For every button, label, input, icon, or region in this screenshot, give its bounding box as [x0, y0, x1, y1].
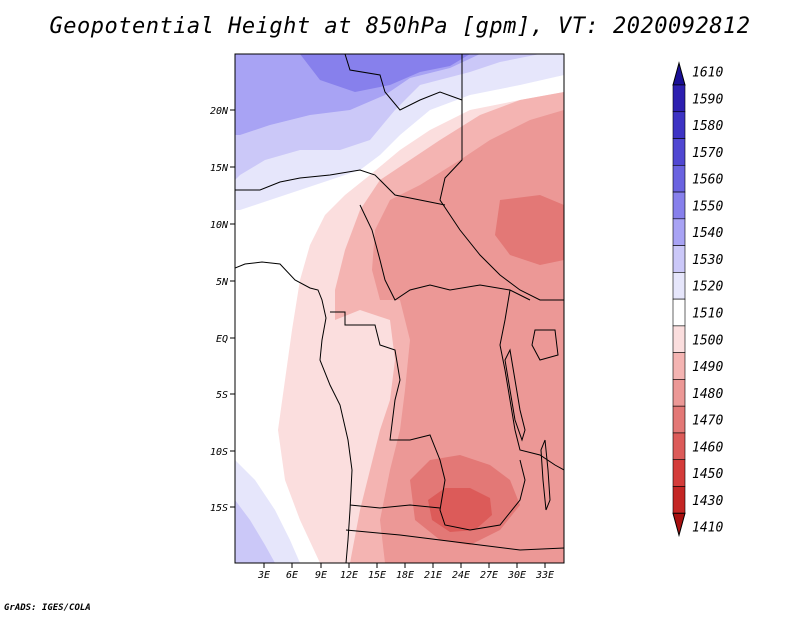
lat-label: 15S — [210, 503, 228, 514]
colorbar-swatch — [672, 245, 686, 273]
colorbar-label: 1520 — [692, 280, 723, 295]
border-sw — [345, 529, 564, 551]
colorbar-swatch — [672, 325, 686, 353]
lake-malawi — [540, 439, 551, 511]
colorbar-swatch — [672, 352, 686, 380]
lon-label: 33E — [535, 570, 554, 581]
colorbar-swatch — [672, 191, 686, 220]
lat-label: 15N — [210, 163, 229, 174]
border-central — [359, 204, 531, 301]
lake-victoria — [531, 329, 559, 361]
colorbar-label: 1410 — [692, 521, 723, 536]
colorbar-label: 1500 — [692, 333, 723, 348]
lat-label: 20N — [210, 106, 229, 117]
lon-label: 12E — [340, 570, 358, 581]
colorbar-swatch — [672, 379, 686, 407]
lat-label: 10N — [210, 220, 229, 231]
colorbar-swatch — [672, 298, 686, 327]
lon-axis: 3E 6E 9E 12E 15E 18E 21E 24E 27E 30E 33E — [257, 563, 554, 581]
colorbar-label: 1560 — [692, 173, 723, 188]
colorbar-swatch — [672, 272, 686, 300]
colorbar-swatch — [672, 111, 686, 139]
colorbar-label: 1510 — [692, 307, 723, 322]
boundaries — [235, 54, 564, 563]
lon-label: 30E — [507, 570, 526, 581]
colorbar-swatch — [672, 138, 686, 166]
colorbar: 1610 1590 1580 1570 1560 1550 1540 1530 1520 1510… — [672, 61, 723, 538]
colorbar-label: 1550 — [692, 199, 723, 214]
colorbar-label: 1490 — [692, 360, 723, 375]
lon-label: 18E — [396, 570, 414, 581]
lat-label: EQ — [216, 334, 228, 345]
colorbar-swatch — [672, 218, 686, 246]
lon-label: 21E — [424, 570, 442, 581]
border-sahel — [235, 169, 446, 206]
lon-label: 24E — [452, 570, 470, 581]
lat-label: 5N — [216, 277, 229, 288]
colorbar-label: 1480 — [692, 387, 723, 402]
colorbar-label: 1530 — [692, 253, 723, 268]
colorbar-label: 1470 — [692, 414, 723, 429]
colorbar-swatch — [672, 84, 686, 113]
border-congo — [330, 311, 526, 531]
colorbar-label: 1570 — [692, 146, 723, 161]
lake-tanganyika — [504, 348, 526, 442]
lon-label: 27E — [480, 570, 498, 581]
colorbar-swatch — [672, 486, 686, 514]
colorbar-label: 1430 — [692, 494, 723, 509]
coastline-west — [235, 261, 353, 563]
colorbar-label: 1610 — [692, 66, 723, 81]
colorbar-swatch — [672, 432, 686, 461]
lat-label: 5S — [216, 390, 228, 401]
grads-credit: GrADS: IGES/COLA — [4, 603, 91, 613]
lon-label: 3E — [257, 570, 270, 581]
lon-label: 9E — [315, 570, 327, 581]
field-1550-region — [300, 54, 470, 92]
colorbar-label: 1460 — [692, 440, 723, 455]
map-frame — [234, 53, 565, 564]
lon-label: 15E — [368, 570, 386, 581]
height-field — [235, 54, 564, 563]
colorbar-bottom-arrow — [672, 512, 686, 538]
colorbar-swatch — [672, 164, 686, 193]
border-north-b — [439, 100, 564, 301]
chart-title: Geopotential Height at 850hPa [gpm], VT:… — [49, 14, 751, 39]
colorbar-label: 1590 — [692, 92, 723, 107]
border-north-a — [344, 54, 463, 111]
field-1530-sw — [235, 500, 275, 563]
border-south — [349, 504, 441, 509]
lat-axis: 20N 15N 10N 5N EQ 5S 10S 15S — [210, 106, 235, 514]
colorbar-label: 1450 — [692, 467, 723, 482]
colorbar-label: 1580 — [692, 119, 723, 134]
field-1470-ne — [495, 195, 564, 265]
colorbar-label: 1540 — [692, 226, 723, 241]
colorbar-swatch — [672, 459, 686, 487]
lon-label: 6E — [286, 570, 298, 581]
lat-label: 10S — [210, 447, 228, 458]
colorbar-top-arrow — [672, 61, 686, 86]
colorbar-swatch — [672, 405, 686, 434]
field-1540-region — [235, 54, 480, 135]
